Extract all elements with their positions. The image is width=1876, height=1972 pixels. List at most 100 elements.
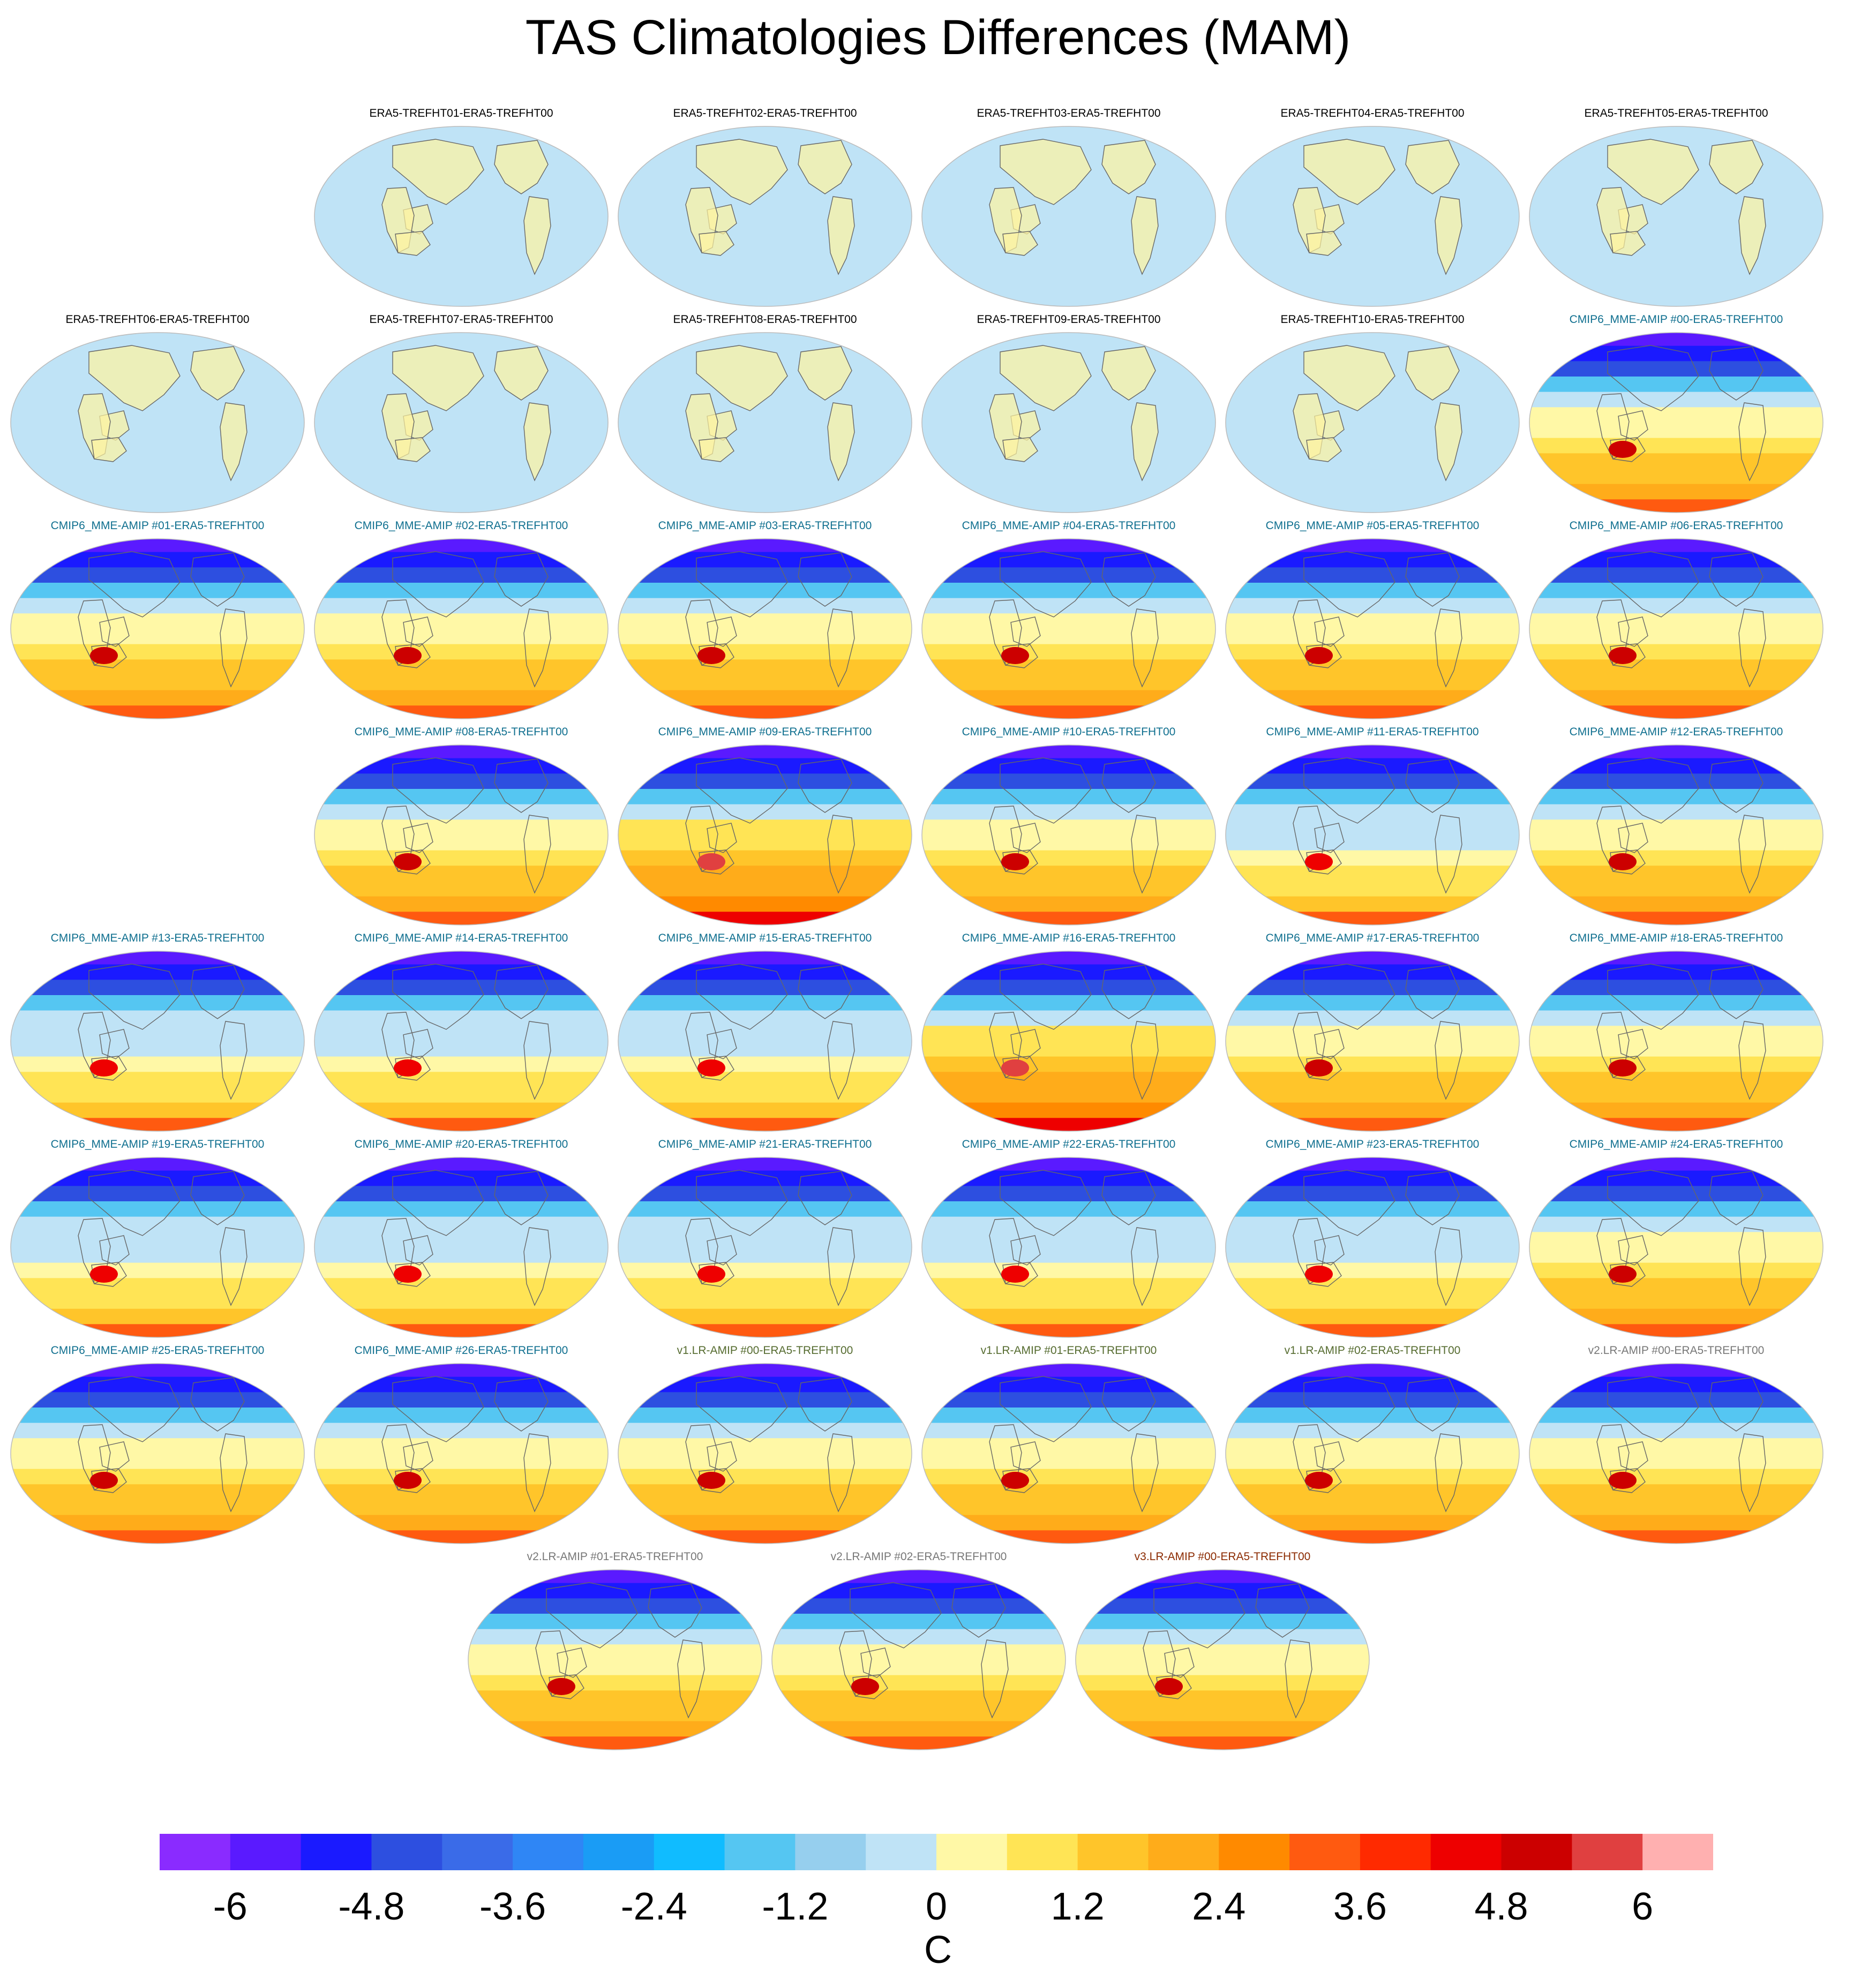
map-band: [922, 583, 1215, 599]
continent-outline: [392, 757, 484, 824]
map-band: [618, 262, 912, 279]
map-panel: v3.LR-AMIP #00-ERA5-TREFHT00: [1069, 1550, 1376, 1754]
map-border: [921, 332, 1216, 513]
map-plot: [1225, 1363, 1520, 1544]
panel-title: ERA5-TREFHT08-ERA5-TREFHT00: [673, 313, 857, 326]
map-band: [11, 1262, 304, 1279]
map-plot: [921, 1157, 1216, 1338]
map-band: [1529, 201, 1823, 217]
map-plot: [10, 332, 305, 513]
continent-outline: [1002, 437, 1038, 462]
map-border: [314, 538, 609, 719]
map-band: [1226, 1186, 1519, 1202]
map-band: [1529, 567, 1823, 583]
map-band: [1529, 583, 1823, 599]
continent-outline: [1618, 1235, 1648, 1266]
map-band: [618, 407, 912, 423]
map-band: [922, 1438, 1215, 1454]
map-panel: CMIP6_MME-AMIP #24-ERA5-TREFHT00: [1523, 1138, 1829, 1342]
map-band: [314, 1247, 608, 1263]
continent-outline: [1303, 1376, 1395, 1442]
map-band: [1226, 659, 1519, 675]
continent-outline: [1306, 1056, 1342, 1081]
map-band: [314, 613, 608, 629]
continent-outline: [523, 1227, 551, 1306]
map-band: [618, 1087, 912, 1103]
continent-outline: [99, 616, 130, 647]
continent-outline: [1435, 1433, 1462, 1512]
map-panel: ERA5-TREFHT08-ERA5-TREFHT00: [612, 313, 918, 517]
map-band: [618, 675, 912, 691]
continent-outline: [827, 815, 855, 894]
map-band: [618, 1186, 912, 1202]
map-border: [314, 1363, 609, 1544]
map-band: [1529, 613, 1823, 629]
warm-anomaly: [1609, 441, 1637, 458]
map-band: [1529, 1438, 1823, 1454]
map-border: [314, 744, 609, 925]
panel-title: CMIP6_MME-AMIP #00-ERA5-TREFHT00: [1569, 313, 1783, 326]
map-plot: [618, 538, 912, 719]
continent-outline: [1314, 823, 1345, 853]
map-band: [314, 1293, 608, 1309]
continent-outline: [696, 964, 788, 1030]
map-band: [618, 1232, 912, 1248]
continent-outline: [1002, 231, 1038, 256]
map-band: [1529, 1500, 1823, 1516]
panel-title: CMIP6_MME-AMIP #21-ERA5-TREFHT00: [658, 1138, 872, 1150]
continent-outline: [190, 1377, 245, 1432]
map-plot: [921, 538, 1216, 719]
map-band: [618, 1262, 912, 1279]
map-band: [468, 1614, 762, 1630]
continent-outline: [1618, 823, 1648, 853]
continent-outline: [1303, 1170, 1395, 1236]
map-border: [618, 126, 912, 307]
map-band: [618, 613, 912, 629]
continent-outline: [1131, 1433, 1159, 1512]
continent-outline: [1002, 1262, 1038, 1287]
continent-outline: [1306, 643, 1342, 668]
map-band: [1529, 773, 1823, 789]
map-band: [11, 567, 304, 583]
map-band: [618, 1469, 912, 1485]
colorbar-swatch: [724, 1834, 796, 1870]
map-band: [922, 1484, 1215, 1500]
continent-outline: [395, 1056, 431, 1081]
continent-outline: [1610, 1468, 1646, 1493]
map-band: [1226, 1392, 1519, 1408]
map-band: [11, 407, 304, 423]
warm-anomaly: [1609, 647, 1637, 664]
map-plot: [10, 951, 305, 1132]
map-band: [772, 1675, 1065, 1691]
continent-outline: [1131, 815, 1159, 894]
map-band: [1076, 1675, 1369, 1691]
map-plot: [314, 1157, 609, 1338]
map-band: [1226, 583, 1519, 599]
continent-outline: [1607, 551, 1699, 618]
continent-outline: [403, 823, 433, 853]
continent-outline: [1618, 616, 1648, 647]
warm-anomaly: [90, 1472, 118, 1489]
map-panel: ERA5-TREFHT10-ERA5-TREFHT00: [1219, 313, 1526, 517]
continent-outline: [648, 1583, 702, 1638]
continent-outline: [88, 1376, 181, 1442]
map-band: [922, 675, 1215, 691]
continent-outline: [707, 616, 737, 647]
map-band: [1226, 469, 1519, 485]
map-band: [1529, 262, 1823, 279]
map-border: [1225, 1157, 1520, 1338]
continent-outline: [1131, 1021, 1159, 1100]
map-band: [922, 438, 1215, 454]
map-border: [921, 538, 1216, 719]
map-band: [1226, 881, 1519, 897]
map-band: [1226, 567, 1519, 583]
continent-outline: [699, 849, 734, 875]
map-band: [1226, 980, 1519, 996]
map-band: [314, 1201, 608, 1217]
continent-outline: [850, 1582, 942, 1649]
map-band: [314, 1232, 608, 1248]
continent-outline: [1610, 1262, 1646, 1287]
map-border: [1529, 744, 1824, 925]
map-plot: [314, 538, 609, 719]
map-band: [1529, 1469, 1823, 1485]
